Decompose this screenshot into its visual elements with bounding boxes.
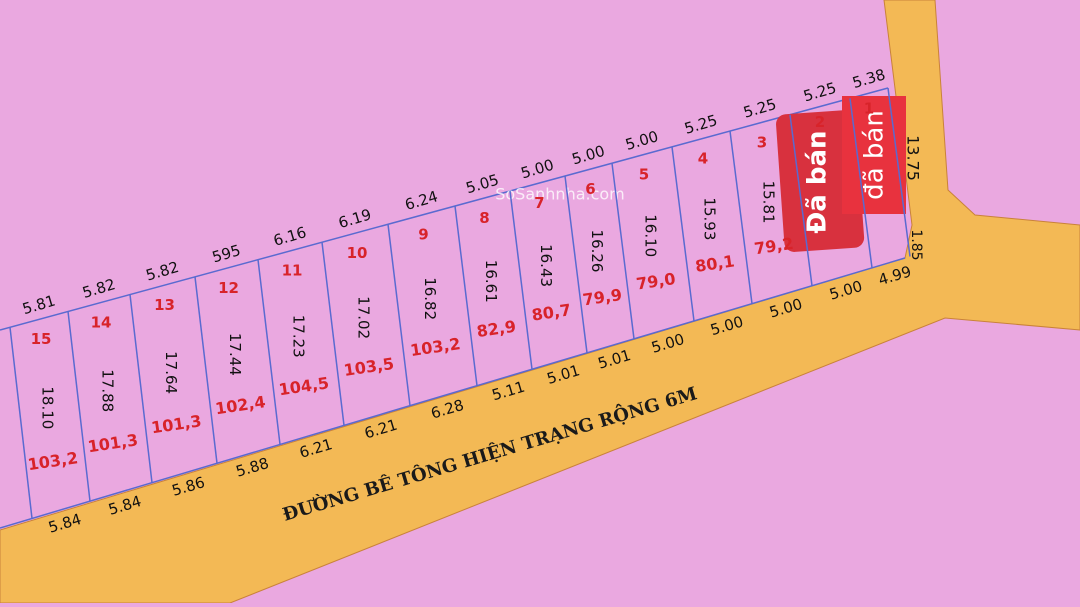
lot-number: 5 — [639, 166, 649, 184]
lot-divider — [671, 146, 695, 322]
lot-top-boundary — [0, 87, 889, 331]
lot-divider — [9, 327, 33, 519]
lot-depth: 16.82 — [421, 277, 439, 320]
lot-depth: 17.44 — [226, 333, 244, 376]
lot-divider — [194, 276, 218, 464]
lot-depth: 16.43 — [537, 244, 555, 287]
lot-number: 12 — [218, 279, 239, 297]
lot-divider — [387, 224, 411, 406]
lot-divider — [321, 242, 345, 426]
lot-divider — [454, 205, 478, 386]
lot-number: 15 — [31, 330, 52, 348]
lot-divider — [789, 114, 813, 286]
lot-divider — [849, 98, 873, 268]
lot-divider — [509, 190, 533, 370]
lot-number: 4 — [698, 149, 708, 167]
lot-divider — [611, 163, 635, 339]
lot-depth: 17.64 — [162, 351, 180, 394]
lot-depth: 16.26 — [588, 230, 606, 273]
lot-depth: 15.93 — [701, 197, 719, 240]
lot-depth: 16.61 — [482, 260, 500, 303]
lot-depth: 17.88 — [99, 369, 117, 412]
lot-depth: 17.23 — [290, 315, 308, 358]
lot-divider — [887, 87, 911, 257]
lot-divider — [729, 130, 753, 304]
lot-depth: 18.10 — [39, 386, 57, 429]
lot-number: 11 — [282, 261, 303, 279]
watermark: SoSanhnha.com — [495, 185, 625, 204]
lot-number: 10 — [347, 244, 368, 262]
lot-number: 6 — [585, 180, 595, 198]
lot-depth: 16.10 — [642, 214, 660, 257]
lot-divider — [129, 294, 153, 483]
lot-number: 1 — [864, 100, 874, 118]
lot-number: 14 — [91, 314, 112, 332]
side-label: 13.75 — [904, 135, 923, 181]
sold-label: đã bán — [860, 110, 890, 200]
lot-bottom-boundary — [0, 257, 906, 529]
lot-number: 3 — [757, 133, 767, 151]
lot-number: 13 — [154, 296, 175, 314]
lot-divider — [564, 175, 588, 353]
lot-depth: 15.81 — [760, 181, 778, 224]
lot-number: 7 — [534, 194, 544, 212]
lot-divider — [257, 259, 281, 445]
lot-number: 8 — [479, 209, 489, 227]
sold-label: Đã bán — [803, 130, 833, 233]
side-label: 1.85 — [908, 229, 924, 260]
lot-divider — [67, 311, 91, 502]
lot-number: 2 — [815, 113, 825, 131]
lot-number: 9 — [418, 226, 428, 244]
lot-depth: 17.02 — [355, 296, 373, 339]
